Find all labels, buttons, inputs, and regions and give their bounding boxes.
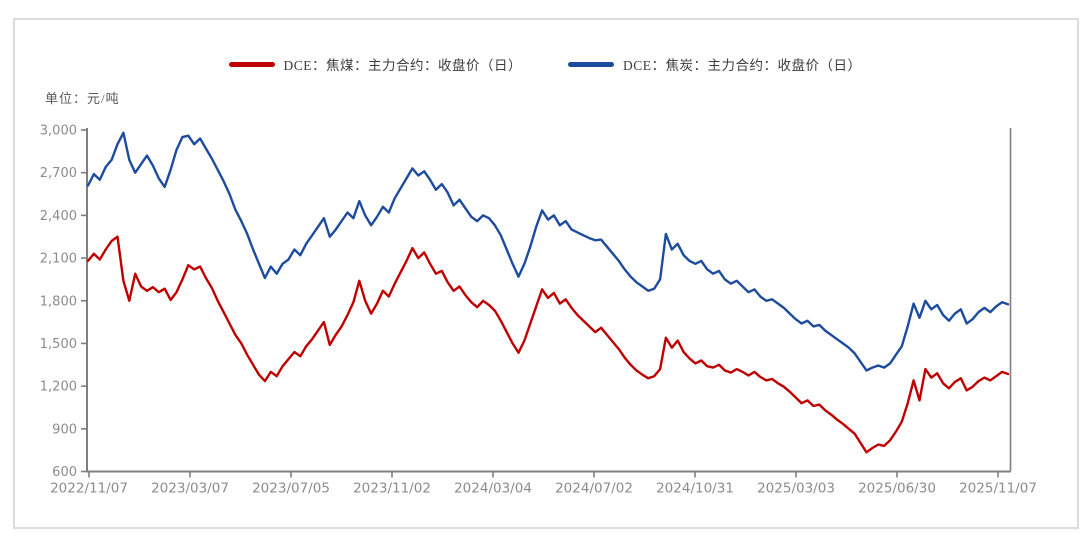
series-line-coking-coal: [86, 235, 1010, 454]
chart-panel-border: [13, 18, 1079, 529]
x-tick-label: 2024/07/02: [555, 481, 633, 497]
series-line-coke: [86, 131, 1010, 372]
chart-legend: DCE：焦煤：主力合约：收盘价（日） DCE：焦炭：主力合约：收盘价（日）: [0, 54, 1090, 74]
y-tick-label: 2,700: [40, 166, 77, 181]
y-tick-label: 1,200: [40, 380, 77, 395]
x-tick-label: 2024/10/31: [656, 481, 734, 497]
x-tick-label: 2024/03/04: [454, 481, 532, 497]
y-tick-label: 900: [52, 422, 77, 437]
legend-label-coking-coal: DCE：焦煤：主力合约：收盘价（日）: [283, 58, 522, 73]
x-tick-label: 2023/07/05: [252, 481, 330, 497]
legend-swatch-coking-coal: [228, 61, 275, 67]
y-tick-label: 600: [52, 465, 77, 480]
x-tick-label: 2025/11/07: [959, 481, 1037, 497]
y-tick-label: 2,100: [40, 252, 77, 267]
x-tick-label: 2022/11/07: [50, 481, 128, 497]
legend-swatch-coke: [568, 61, 614, 67]
x-tick-label: 2023/11/02: [353, 481, 431, 497]
y-tick-label: 3,000: [40, 124, 77, 139]
unit-label: 单位：元/吨: [45, 91, 120, 106]
legend-label-coke: DCE：焦炭：主力合约：收盘价（日）: [623, 58, 862, 73]
x-tick-label: 2025/03/03: [757, 481, 835, 497]
y-tick-label: 2,400: [40, 209, 77, 224]
y-tick-label: 1,500: [40, 337, 77, 352]
x-tick-label: 2025/06/30: [858, 481, 936, 497]
legend-item-coking-coal: DCE：焦煤：主力合约：收盘价（日）: [228, 54, 523, 74]
x-tick-label: 2023/03/07: [151, 481, 229, 497]
legend-item-coke: DCE：焦炭：主力合约：收盘价（日）: [568, 54, 862, 74]
y-tick-label: 1,800: [40, 294, 77, 309]
